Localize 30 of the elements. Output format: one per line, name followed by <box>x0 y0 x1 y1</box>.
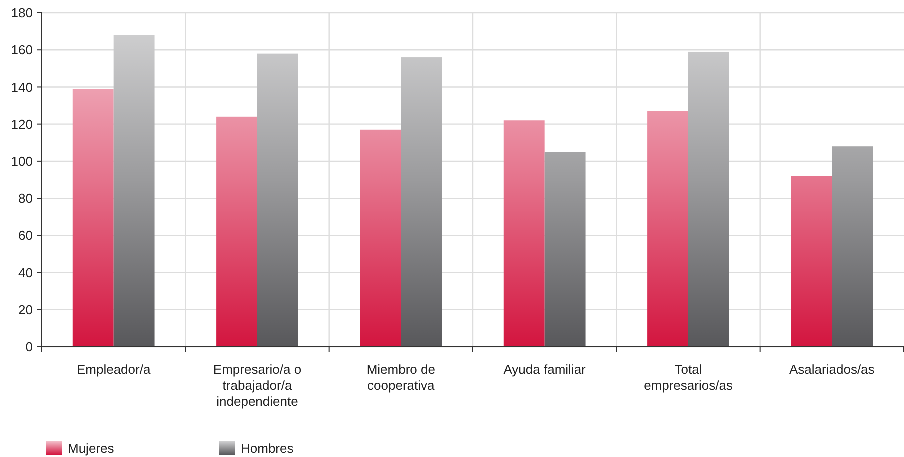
x-tick-label: Miembro de cooperativa <box>366 362 436 393</box>
x-tick-label: Empresario/a o trabajador/a independiente <box>213 362 302 409</box>
bar <box>72 89 114 347</box>
y-tick-label: 140 <box>11 80 33 95</box>
bar <box>504 120 545 347</box>
bar <box>688 52 730 347</box>
bar <box>544 152 586 347</box>
y-tick-label: 80 <box>18 191 33 206</box>
bar <box>648 111 688 347</box>
y-tick-label: 180 <box>11 6 33 21</box>
y-tick-label: 60 <box>18 228 33 244</box>
legend-label: Hombres <box>241 441 294 456</box>
bar <box>114 35 155 347</box>
x-tick-label: Ayuda familiar <box>504 362 587 377</box>
bar <box>401 58 442 347</box>
bar <box>258 54 298 347</box>
x-tick-label: Total empresarios/as <box>644 362 734 393</box>
y-tick-label: 160 <box>11 42 33 58</box>
bar <box>832 146 874 347</box>
y-tick-label: 40 <box>18 265 33 280</box>
x-tick-label: Empleador/a <box>76 362 152 377</box>
y-tick-label: 20 <box>18 302 33 318</box>
bar <box>360 130 402 347</box>
y-tick-label: 120 <box>11 116 33 132</box>
x-tick-label: Asalariados/as <box>790 362 876 377</box>
bar <box>216 116 258 347</box>
legend-label: Mujeres <box>68 441 115 456</box>
y-tick-label: 0 <box>26 340 33 355</box>
y-tick-label: 100 <box>11 154 33 169</box>
bar <box>791 176 832 347</box>
